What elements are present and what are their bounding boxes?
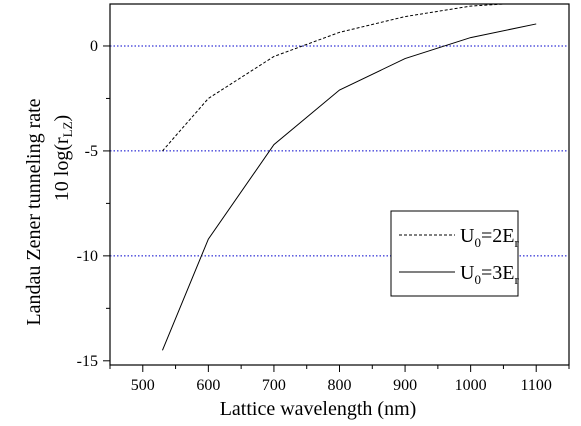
y-tick-label--10: -10 (77, 248, 98, 265)
y-axis-ticks: 0 -5 -10 -15 (77, 38, 110, 370)
ylabel-prefix: 10 log(r (51, 137, 73, 201)
legend-box (390, 210, 519, 297)
y-tick-label--5: -5 (85, 143, 98, 160)
y-axis-title-line2: 10 log(rLZ) (51, 115, 75, 201)
x-axis-ticks: 500 600 700 800 900 1000 1100 (109, 365, 570, 394)
series-line-1 (162, 3, 504, 152)
legend: U0=2Er U0=3Er (390, 210, 519, 297)
y-tick-label--15: -15 (77, 353, 98, 370)
x-tick-label-900: 900 (393, 377, 417, 394)
ylabel-suffix: ) (51, 115, 73, 122)
legend-label-series-1: U0=2Er (460, 225, 519, 250)
y-tick-label-0: 0 (90, 38, 98, 55)
legend-1-sub1: 0 (474, 235, 481, 250)
x-tick-label-700: 700 (262, 377, 286, 394)
x-axis-title: Lattice wavelength (nm) (220, 398, 417, 420)
x-tick-label-800: 800 (328, 377, 352, 394)
ylabel-subscript: LZ (60, 121, 75, 137)
x-tick-label-1100: 1100 (521, 377, 552, 394)
x-tick-label-600: 600 (196, 377, 220, 394)
legend-2-mid: =3E (481, 262, 515, 284)
x-tick-label-1000: 1000 (455, 377, 487, 394)
legend-label-series-2: U0=3Er (460, 262, 519, 287)
legend-2-sub2: r (514, 272, 519, 287)
series-lines (161, 3, 537, 351)
legend-2-sub1: 0 (474, 272, 481, 287)
svg-text:10 log(rLZ): 10 log(rLZ) (51, 115, 75, 201)
y-axis-title-line1: Landau Zener tunneling rate (23, 98, 45, 325)
legend-2-main: U (460, 262, 475, 284)
legend-1-main: U (460, 225, 475, 247)
y-axis-title: Landau Zener tunneling rate (23, 98, 45, 325)
x-tick-label-500: 500 (131, 377, 155, 394)
series-line-2 (161, 23, 537, 351)
legend-1-sub2: r (514, 235, 519, 250)
legend-1-mid: =2E (481, 225, 515, 247)
